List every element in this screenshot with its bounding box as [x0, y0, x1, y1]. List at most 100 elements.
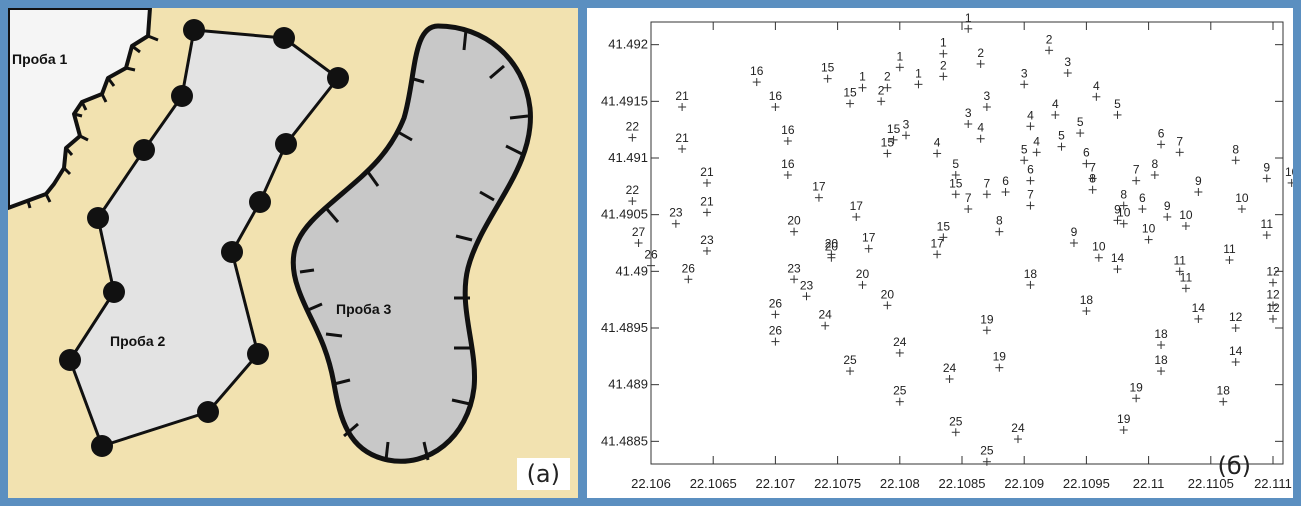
data-point: 25	[843, 353, 857, 376]
data-point: 26	[769, 324, 783, 346]
data-point: 24	[893, 335, 907, 357]
point-label: 7	[1027, 188, 1034, 202]
data-point: 27	[632, 225, 646, 247]
point-label: 15	[937, 219, 951, 233]
point-label: 20	[787, 214, 801, 228]
point-label: 7	[1089, 160, 1096, 174]
point-label: 4	[1052, 97, 1059, 111]
y-tick-label: 41.4915	[601, 93, 648, 108]
point-label: 16	[750, 64, 764, 78]
data-point: 5	[1113, 97, 1122, 119]
data-point: 8	[1119, 188, 1128, 210]
sample1-region	[8, 8, 152, 210]
data-point: 25	[949, 414, 963, 437]
y-tick-label: 41.4905	[601, 207, 648, 222]
point-label: 5	[1077, 115, 1084, 129]
data-point: 17	[930, 236, 944, 259]
point-label: 21	[700, 194, 714, 208]
data-point: 15	[949, 176, 963, 199]
sample3-region	[290, 23, 533, 464]
point-label: 11	[1180, 270, 1193, 284]
data-point: 22	[626, 120, 639, 142]
point-label: 6	[1027, 163, 1034, 177]
data-point: 2	[877, 83, 886, 106]
panel-b-tag: (б)	[1217, 452, 1251, 480]
point-label: 6	[1158, 126, 1165, 140]
point-label: 23	[800, 278, 814, 292]
point-label: 23	[787, 261, 801, 275]
data-point: 2	[939, 58, 948, 81]
point-label: 7	[984, 176, 991, 190]
y-tick-label: 41.492	[608, 37, 648, 52]
point-label: 15	[881, 135, 895, 149]
point-label: 6	[1139, 191, 1146, 205]
data-point: 23	[669, 206, 683, 228]
data-point: 10	[1285, 165, 1293, 187]
sample2-vertices	[59, 19, 349, 457]
point-label: 16	[769, 89, 783, 103]
y-tick-label: 41.491	[608, 150, 648, 165]
point-label: 26	[769, 296, 783, 310]
data-point: 8	[1088, 172, 1097, 194]
point-label: 12	[1266, 287, 1280, 301]
data-point: 6	[1138, 191, 1147, 213]
point-label: 14	[1192, 301, 1206, 315]
data-point: 10	[1117, 206, 1131, 228]
point-label: 8	[1089, 172, 1096, 186]
point-label: 17	[850, 199, 864, 213]
data-point: 26	[769, 296, 783, 319]
data-point: 3	[964, 106, 973, 128]
data-point: 18	[1217, 384, 1230, 406]
data-point: 17	[812, 180, 826, 202]
point-label: 5	[952, 157, 959, 171]
point-label: 1	[965, 11, 972, 25]
point-label: 4	[1033, 134, 1040, 148]
point-label: 18	[1154, 353, 1168, 367]
point-label: 20	[825, 240, 839, 254]
x-tick-label: 22.108	[880, 476, 920, 491]
point-label: 8	[1232, 142, 1239, 156]
point-label: 21	[700, 165, 714, 179]
point-label: 5	[1114, 97, 1121, 111]
panel-a-tag: (а)	[516, 458, 570, 490]
data-point: 15	[821, 61, 835, 83]
point-label: 23	[700, 233, 714, 247]
data-point: 19	[980, 312, 994, 335]
point-label: 1	[859, 70, 866, 84]
data-point: 19	[1117, 412, 1131, 434]
point-label: 12	[1266, 301, 1280, 315]
data-point: 14	[1192, 301, 1206, 323]
point-label: 12	[1229, 310, 1243, 324]
data-point: 7	[1088, 160, 1097, 183]
point-label: 1	[915, 66, 922, 80]
point-label: 4	[934, 135, 941, 149]
y-tick-label: 41.4885	[601, 433, 648, 448]
point-label: 9	[1114, 202, 1121, 216]
point-label: 2	[1046, 32, 1053, 46]
data-point: 8	[995, 214, 1004, 236]
data-point: 6	[1001, 174, 1010, 196]
data-point: 12	[1266, 301, 1280, 323]
point-label: 20	[856, 267, 870, 281]
point-label: 20	[881, 287, 895, 301]
point-label: 26	[769, 324, 783, 338]
data-point: 20	[856, 267, 870, 289]
point-label: 7	[965, 191, 972, 205]
data-point: 11	[1261, 217, 1273, 240]
data-point: 15	[843, 86, 857, 108]
y-tick-label: 41.4895	[601, 320, 648, 335]
point-label: 8	[996, 214, 1003, 228]
x-tick-label: 22.1075	[814, 476, 861, 491]
point-label: 10	[1179, 208, 1193, 222]
data-point: 11	[1173, 253, 1186, 276]
data-point: 16	[750, 64, 764, 87]
x-tick-label: 22.11	[1133, 476, 1165, 491]
point-label: 25	[949, 414, 963, 428]
data-point: 1	[964, 11, 973, 33]
data-point: 26	[682, 261, 695, 284]
data-point: 1	[914, 66, 923, 89]
data-point: 10	[1142, 222, 1156, 244]
data-point: 10	[1235, 191, 1249, 213]
point-label: 4	[1027, 108, 1034, 122]
point-label: 4	[977, 121, 984, 135]
